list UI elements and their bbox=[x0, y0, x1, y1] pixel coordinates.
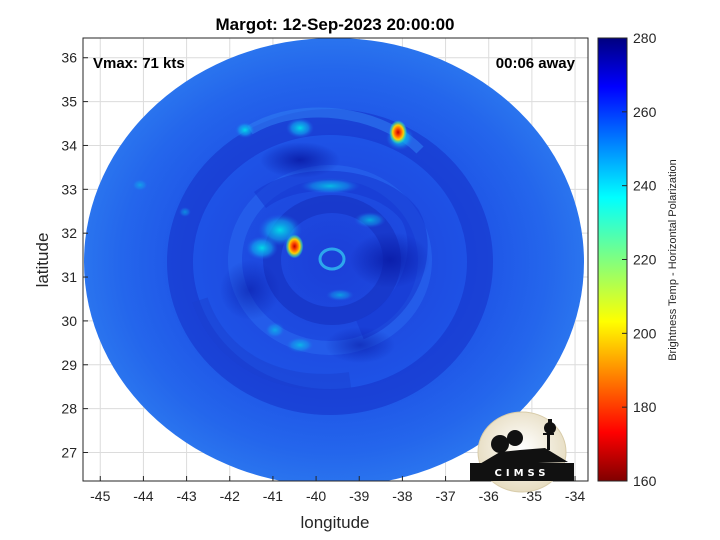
colorbar: 160 180 200 220 240 260 280 Brightness Temp - … bbox=[597, 30, 679, 489]
chart-title: Margot: 12-Sep-2023 20:00:00 bbox=[215, 15, 454, 34]
colorbar-tick-label: 280 bbox=[633, 30, 657, 46]
x-tick-label: -41 bbox=[263, 488, 283, 504]
x-tick-label: -36 bbox=[479, 488, 499, 504]
colorbar-tick-label: 240 bbox=[633, 178, 657, 194]
y-tick-label: 34 bbox=[61, 137, 77, 153]
colorbar-tick-label: 220 bbox=[633, 252, 657, 268]
vmax-annotation: Vmax: 71 kts bbox=[93, 55, 185, 72]
y-tick-label: 35 bbox=[61, 94, 77, 110]
time-offset-annotation: 00:06 away bbox=[496, 55, 576, 72]
colorbar-tick-label: 160 bbox=[633, 473, 657, 489]
y-tick-label: 30 bbox=[61, 313, 77, 329]
x-axis-ticks: -45 -44 -43 -42 -41 -40 -39 -38 -37 -36 -35 -34 bbox=[90, 476, 585, 504]
axes-box bbox=[82, 37, 589, 482]
colorbar-tick-label: 180 bbox=[633, 399, 657, 415]
x-tick-label: -37 bbox=[435, 488, 455, 504]
x-tick-label: -38 bbox=[392, 488, 412, 504]
y-axis-label: latitude bbox=[33, 233, 52, 288]
cold-spots bbox=[285, 120, 408, 259]
x-tick-label: -39 bbox=[349, 488, 369, 504]
y-tick-label: 29 bbox=[61, 357, 77, 373]
y-axis-ticks: 27 28 29 30 31 32 33 34 35 36 bbox=[61, 50, 88, 460]
x-tick-label: -43 bbox=[176, 488, 196, 504]
x-tick-label: -44 bbox=[133, 488, 153, 504]
y-tick-label: 32 bbox=[61, 225, 77, 241]
cold-spot bbox=[389, 120, 408, 145]
x-tick-label: -34 bbox=[565, 488, 585, 504]
brightness-temperature-swath bbox=[84, 38, 584, 481]
cold-spot bbox=[285, 234, 304, 259]
logo-text: CIMSS bbox=[495, 468, 550, 479]
colorbar-ticks: 160 180 200 220 240 260 280 bbox=[622, 30, 657, 489]
colorbar-tick-label: 200 bbox=[633, 325, 657, 341]
x-tick-label: -45 bbox=[90, 488, 110, 504]
cimss-logo: CIMSS bbox=[470, 411, 574, 493]
y-tick-label: 36 bbox=[61, 50, 77, 66]
x-axis-label: longitude bbox=[300, 513, 369, 532]
y-tick-label: 31 bbox=[61, 269, 77, 285]
y-tick-label: 27 bbox=[61, 444, 77, 460]
x-tick-label: -40 bbox=[306, 488, 326, 504]
y-tick-label: 28 bbox=[61, 401, 77, 417]
eye-ring bbox=[318, 247, 346, 271]
colorbar-label: Brightness Temp - Horizontal Polarizatio… bbox=[667, 159, 679, 361]
y-tick-label: 33 bbox=[61, 181, 77, 197]
colorbar-tick-label: 260 bbox=[633, 104, 657, 120]
x-tick-label: -42 bbox=[220, 488, 240, 504]
